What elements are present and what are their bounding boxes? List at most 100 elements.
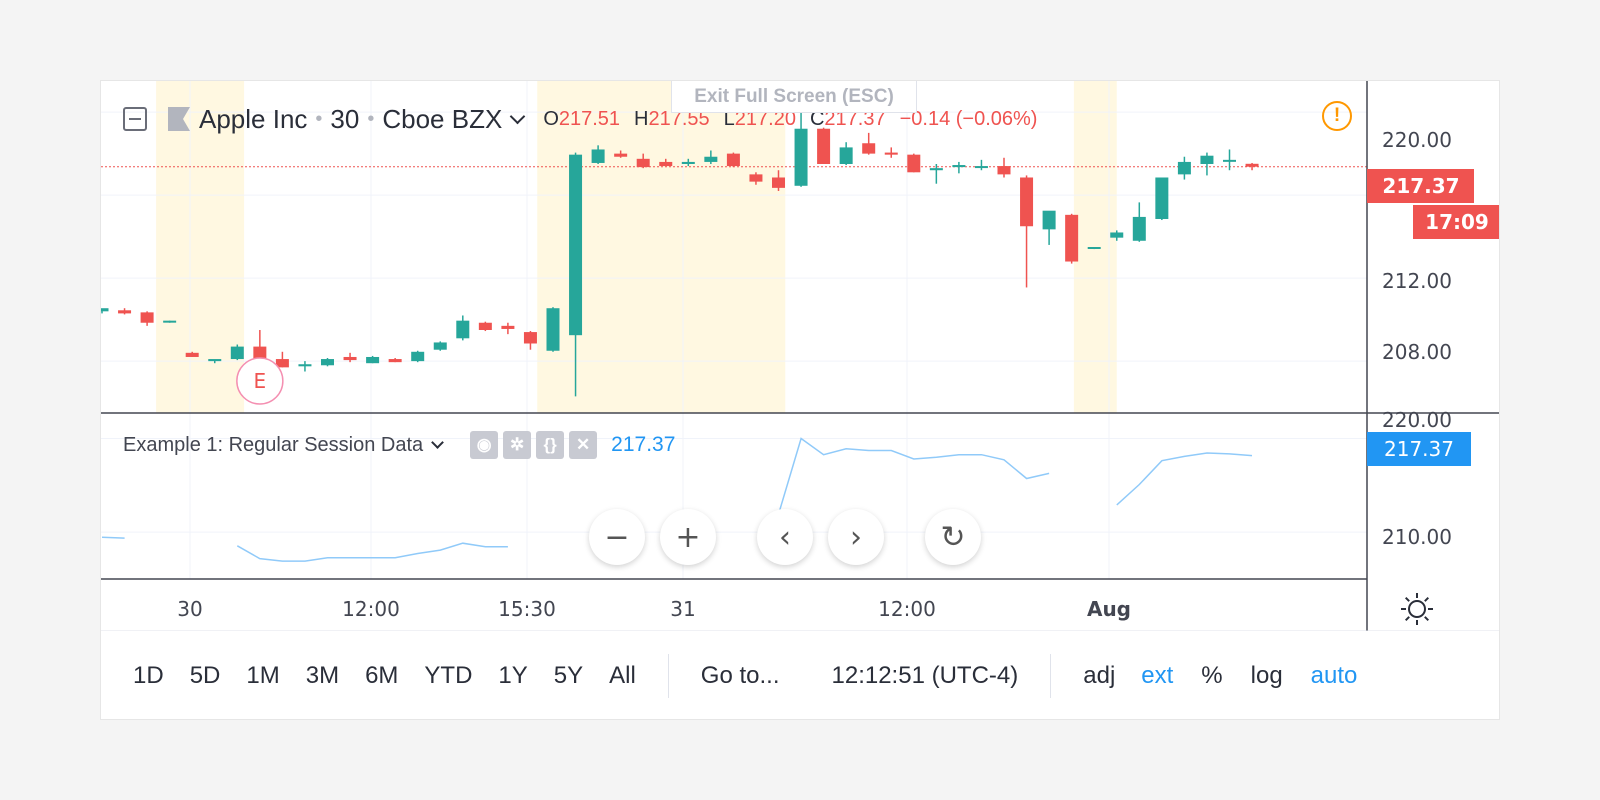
symbol-legend: Apple Inc • 30 • Cboe BZX O 217.51 H 217.5… <box>123 99 1037 139</box>
indicator-value-label: 217.37 <box>1384 437 1454 461</box>
candle-body-up <box>546 308 560 351</box>
warning-icon[interactable]: ! <box>1322 101 1352 131</box>
candle-body-down <box>772 177 785 188</box>
percent-toggle[interactable]: % <box>1201 662 1223 689</box>
low-label: L <box>723 107 735 130</box>
price-tick: 220.00 <box>1382 128 1452 152</box>
high-label: H <box>634 107 649 130</box>
goto-button[interactable]: Go to... <box>700 662 780 689</box>
candle-body-up <box>569 154 583 336</box>
indicator-name[interactable]: Example 1: Regular Session Data <box>123 433 424 456</box>
log-toggle[interactable]: log <box>1250 662 1283 689</box>
indicator-line-segment <box>1116 452 1253 506</box>
legend-separator: • <box>315 107 323 130</box>
candle-body-up <box>1132 216 1146 241</box>
range-5d[interactable]: 5D <box>189 662 221 689</box>
time-tick: 12:00 <box>342 597 400 621</box>
range-ytd[interactable]: YTD <box>424 662 473 689</box>
close-label: C <box>809 107 825 130</box>
candle-body-up <box>1200 155 1214 164</box>
minus-icon: − <box>604 519 630 555</box>
extended-session-band <box>156 81 245 413</box>
indicator-value-badge: 217.37 <box>1367 432 1471 466</box>
candle-body-down <box>185 352 199 357</box>
range-5y[interactable]: 5Y <box>553 662 584 689</box>
candle-body-up <box>298 364 312 367</box>
indicator-line-segment <box>101 536 125 539</box>
collapse-legend-button[interactable] <box>123 107 147 131</box>
clock-display[interactable]: 12:12:51 (UTC-4) <box>831 662 1019 689</box>
chevron-down-icon[interactable] <box>431 435 445 449</box>
chart-settings-icon[interactable] <box>1399 591 1435 627</box>
symbol-name[interactable]: Apple Inc <box>199 103 308 134</box>
candle-body-up <box>321 359 334 366</box>
scroll-right-button[interactable]: › <box>828 509 884 565</box>
candle-body-down <box>884 152 898 155</box>
candle-body-up <box>411 351 425 362</box>
candle-body-up <box>839 147 853 164</box>
ext-toggle[interactable]: ext <box>1141 662 1174 689</box>
plus-icon: + <box>675 519 701 555</box>
gear-icon[interactable]: ✲ <box>503 431 532 459</box>
candle-body-down <box>1020 177 1034 227</box>
chevron-down-icon[interactable] <box>510 108 526 124</box>
candle-body-up <box>974 166 988 169</box>
reset-chart-button[interactable]: ↻ <box>925 509 981 565</box>
indicator-line-segment <box>236 542 508 562</box>
braces-icon[interactable]: {} <box>536 431 565 459</box>
adj-toggle[interactable]: adj <box>1083 662 1116 689</box>
indicator-legend: Example 1: Regular Session Data ◉ ✲ {} ✕… <box>123 429 675 461</box>
scroll-left-button[interactable]: ‹ <box>757 509 813 565</box>
range-1m[interactable]: 1M <box>246 662 280 689</box>
chart-canvas[interactable]: E 220.00 212.00 208.00 220.00 210.00 217… <box>101 81 1500 631</box>
time-tick: 12:00 <box>878 597 936 621</box>
earnings-marker[interactable]: E <box>236 357 284 405</box>
ohlc-values: O 217.51 H 217.55 L 217.20 C 217.37 −0.14 (−… <box>543 108 1037 131</box>
open-label: O <box>543 107 559 130</box>
candle-body-up <box>591 149 605 163</box>
low-value: 217.20 <box>734 107 796 130</box>
range-3m[interactable]: 3M <box>305 662 340 689</box>
chevron-left-icon: ‹ <box>779 519 791 555</box>
change-value: −0.14 (−0.06%) <box>899 107 1038 130</box>
indicator-price-tick: 210.00 <box>1382 525 1452 549</box>
candle-body-down <box>478 322 492 330</box>
symbol-interval[interactable]: 30 <box>330 103 360 134</box>
candle-body-down <box>118 310 132 314</box>
eye-icon[interactable]: ◉ <box>470 431 499 459</box>
candle-body-up <box>1223 159 1236 162</box>
candle-body-up <box>1155 177 1169 219</box>
candle-body-up <box>230 346 244 360</box>
zoom-out-button[interactable]: − <box>589 509 645 565</box>
zoom-in-button[interactable]: + <box>660 509 716 565</box>
candle-body-up <box>929 168 943 171</box>
range-all[interactable]: All <box>609 662 636 689</box>
exit-fullscreen-tooltip: Exit Full Screen (ESC) <box>671 81 917 113</box>
bottom-toolbar: 1D 5D 1M 3M 6M YTD 1Y 5Y All Go to... 12… <box>101 631 1499 719</box>
flag-icon[interactable] <box>167 106 191 132</box>
time-tick: 31 <box>670 597 695 621</box>
candle-body-down <box>997 166 1011 175</box>
candle-body-up <box>208 359 222 362</box>
indicator-price-tick: 220.00 <box>1382 408 1452 432</box>
candle-body-down <box>140 312 154 323</box>
candle-body-up <box>1042 210 1056 230</box>
indicator-buttons: ◉ ✲ {} ✕ <box>470 431 598 459</box>
range-1y[interactable]: 1Y <box>498 662 528 689</box>
auto-toggle[interactable]: auto <box>1310 662 1358 689</box>
range-1d[interactable]: 1D <box>133 662 164 689</box>
last-price-value: 217.37 <box>1382 174 1459 198</box>
candle-body-up <box>366 356 380 364</box>
candle-body-down <box>1065 214 1079 262</box>
candle-body-down <box>749 174 763 182</box>
symbol-exchange[interactable]: Cboe BZX <box>382 103 503 134</box>
close-icon[interactable]: ✕ <box>569 431 598 459</box>
open-value: 217.51 <box>558 107 621 130</box>
candle-body-down <box>614 153 628 157</box>
indicator-value: 217.37 <box>611 433 676 456</box>
countdown-value: 17:09 <box>1425 210 1489 234</box>
candle-body-up <box>704 156 718 162</box>
candle-body-down <box>388 359 402 363</box>
range-6m[interactable]: 6M <box>365 662 399 689</box>
price-tick: 212.00 <box>1382 269 1452 293</box>
